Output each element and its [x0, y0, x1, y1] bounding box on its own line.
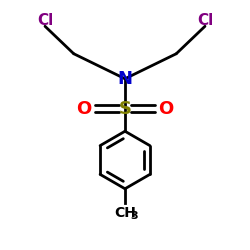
Text: 3: 3 — [130, 211, 138, 221]
Text: O: O — [158, 100, 174, 118]
Text: N: N — [118, 70, 132, 88]
Text: S: S — [118, 100, 132, 118]
Text: Cl: Cl — [197, 13, 213, 28]
Text: O: O — [76, 100, 92, 118]
Text: CH: CH — [114, 206, 136, 220]
Text: Cl: Cl — [37, 13, 53, 28]
